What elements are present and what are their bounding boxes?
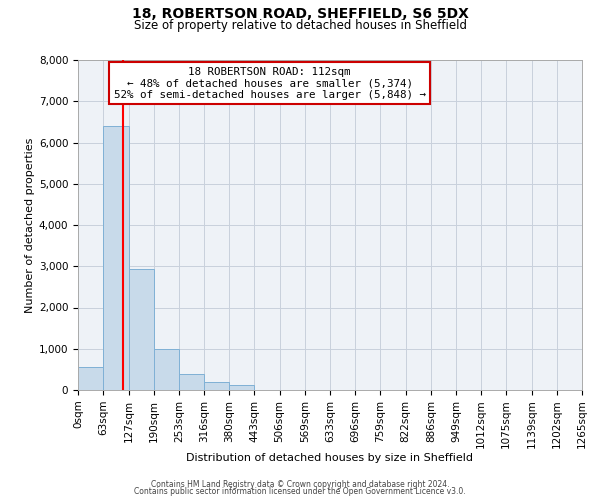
Text: Contains HM Land Registry data © Crown copyright and database right 2024.: Contains HM Land Registry data © Crown c… xyxy=(151,480,449,489)
Text: 18, ROBERTSON ROAD, SHEFFIELD, S6 5DX: 18, ROBERTSON ROAD, SHEFFIELD, S6 5DX xyxy=(131,8,469,22)
Text: 18 ROBERTSON ROAD: 112sqm
← 48% of detached houses are smaller (5,374)
52% of se: 18 ROBERTSON ROAD: 112sqm ← 48% of detac… xyxy=(113,66,425,100)
Bar xyxy=(179,374,204,390)
Y-axis label: Number of detached properties: Number of detached properties xyxy=(25,138,35,312)
X-axis label: Distribution of detached houses by size in Sheffield: Distribution of detached houses by size … xyxy=(187,452,473,462)
Bar xyxy=(229,386,254,390)
Bar xyxy=(103,126,128,390)
Bar xyxy=(78,367,103,390)
Bar xyxy=(128,269,154,390)
Bar xyxy=(154,349,179,390)
Text: Contains public sector information licensed under the Open Government Licence v3: Contains public sector information licen… xyxy=(134,487,466,496)
Bar xyxy=(204,382,229,390)
Text: Size of property relative to detached houses in Sheffield: Size of property relative to detached ho… xyxy=(133,19,467,32)
